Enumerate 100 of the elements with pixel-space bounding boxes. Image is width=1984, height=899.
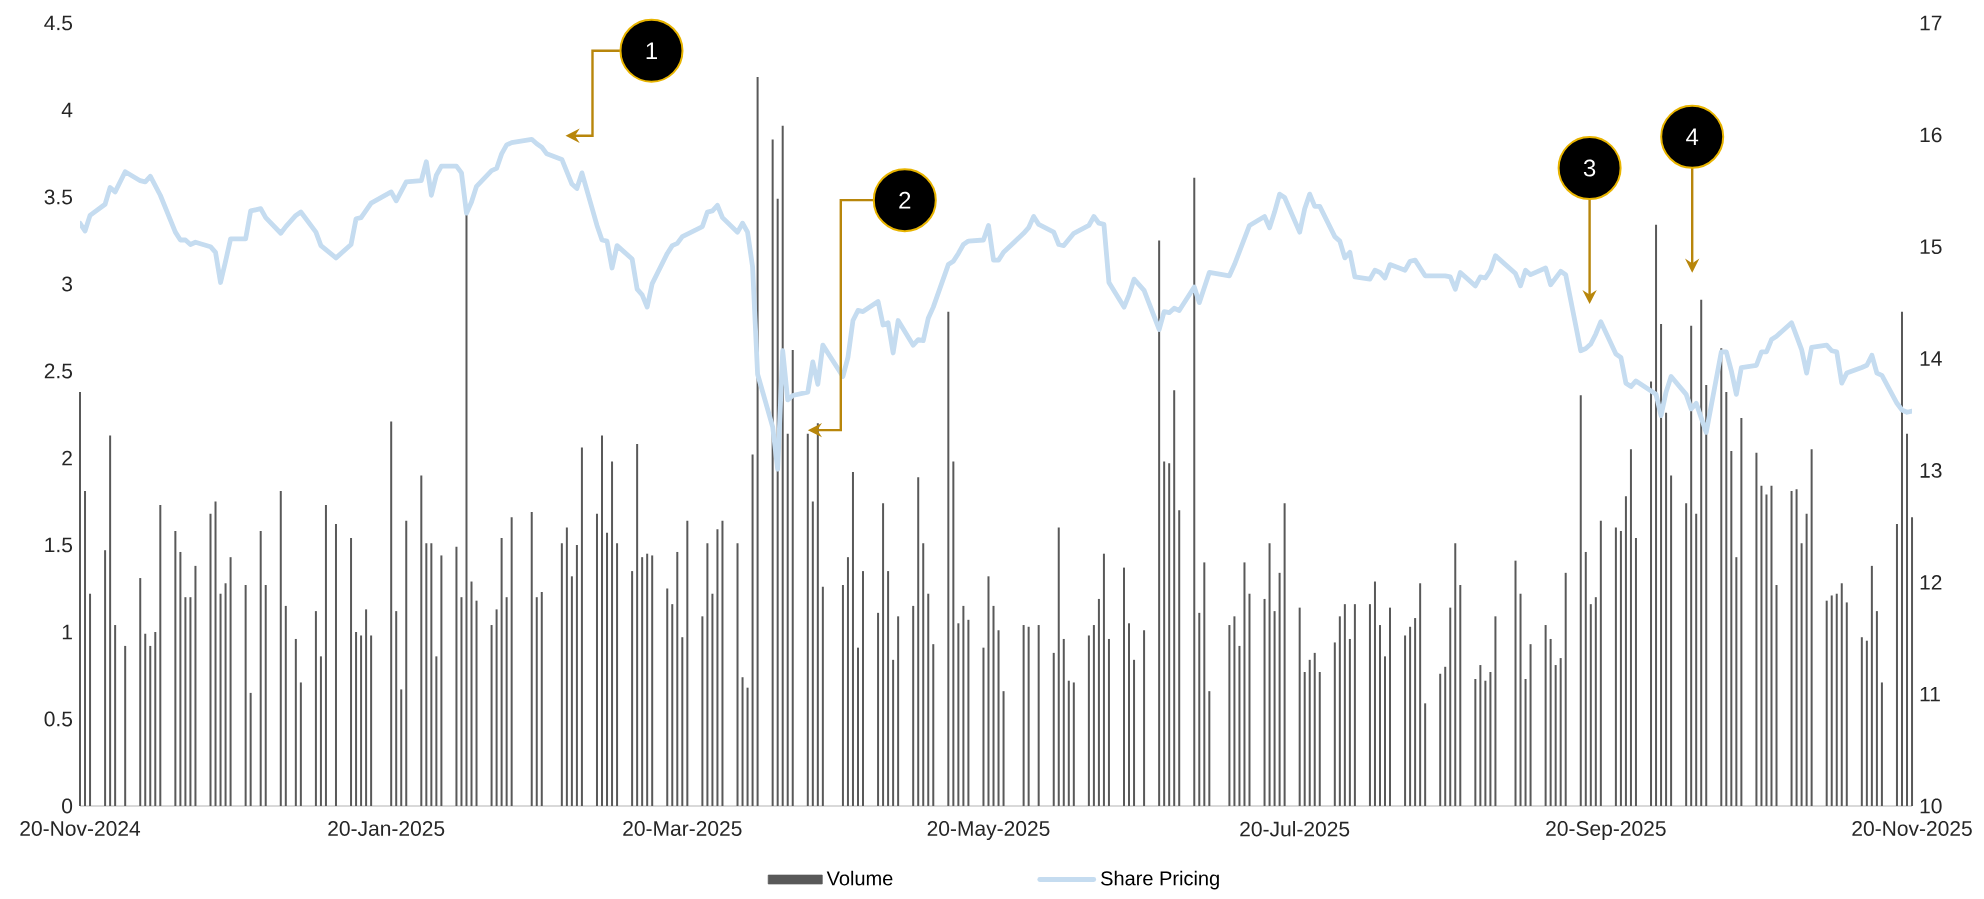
bar bbox=[475, 600, 478, 806]
y2-tick-label: 11 bbox=[1920, 686, 1940, 702]
bar bbox=[314, 611, 317, 806]
bar bbox=[84, 491, 87, 806]
bar bbox=[495, 609, 498, 806]
bar bbox=[1384, 656, 1386, 806]
bar bbox=[701, 616, 704, 806]
bar bbox=[1198, 612, 1201, 806]
legend-label: Share Pricing bbox=[1101, 870, 1219, 890]
y2-tick-label: 17 bbox=[1920, 15, 1942, 31]
bar bbox=[1404, 635, 1407, 806]
bar bbox=[1102, 553, 1105, 806]
bar bbox=[400, 689, 403, 806]
bar bbox=[1353, 604, 1356, 806]
bar bbox=[967, 619, 970, 806]
bar bbox=[846, 557, 849, 806]
bar bbox=[781, 125, 784, 806]
bar bbox=[1830, 595, 1833, 806]
bar bbox=[1865, 640, 1868, 806]
x-tick-label: 20-Nov-2025 bbox=[1852, 821, 1972, 836]
bar bbox=[460, 597, 463, 806]
bar bbox=[1409, 626, 1412, 806]
y-tick-label: 1.5 bbox=[45, 537, 73, 553]
bar bbox=[1634, 538, 1637, 806]
bar bbox=[706, 543, 709, 806]
bar bbox=[962, 605, 965, 806]
bar bbox=[1057, 527, 1060, 806]
bar bbox=[1479, 665, 1482, 806]
bar bbox=[917, 477, 920, 806]
bar bbox=[214, 501, 217, 806]
bar bbox=[1233, 616, 1236, 806]
bar bbox=[982, 647, 985, 806]
bar bbox=[334, 524, 337, 806]
bar bbox=[791, 350, 794, 806]
bar bbox=[1760, 485, 1763, 806]
bar bbox=[159, 504, 162, 806]
bar bbox=[671, 604, 674, 806]
bar bbox=[1840, 583, 1843, 806]
bar bbox=[611, 461, 614, 806]
bar bbox=[1805, 513, 1808, 806]
bar bbox=[1368, 604, 1371, 806]
bar bbox=[681, 637, 684, 806]
bar bbox=[997, 630, 1000, 806]
bar bbox=[631, 571, 634, 806]
bar bbox=[1650, 381, 1653, 806]
bar bbox=[1775, 585, 1778, 806]
bar bbox=[1559, 658, 1562, 806]
bar bbox=[505, 597, 508, 806]
bar bbox=[1298, 607, 1301, 806]
bar bbox=[109, 435, 112, 806]
bar bbox=[601, 435, 604, 806]
bar bbox=[1333, 642, 1336, 806]
bar bbox=[575, 545, 578, 806]
bar bbox=[1594, 597, 1597, 806]
bar bbox=[455, 546, 458, 806]
bar bbox=[892, 659, 895, 806]
bar bbox=[1895, 524, 1898, 806]
y2-tick-label: 16 bbox=[1920, 127, 1942, 143]
bar bbox=[440, 555, 443, 806]
bar bbox=[370, 635, 373, 806]
bar bbox=[1835, 593, 1838, 806]
bar bbox=[89, 593, 92, 806]
annotation: 4 bbox=[1686, 128, 1699, 146]
x-tick-label: 20-Nov-2024 bbox=[20, 821, 141, 836]
bar bbox=[932, 644, 935, 806]
bar bbox=[816, 423, 819, 806]
bar bbox=[1875, 611, 1878, 806]
bar bbox=[851, 471, 854, 806]
bar bbox=[1725, 391, 1728, 806]
bar bbox=[641, 557, 644, 806]
bar bbox=[992, 605, 995, 806]
y-tick-label: 2.5 bbox=[44, 363, 73, 379]
bar bbox=[756, 76, 759, 806]
y-tick-label: 3.5 bbox=[44, 189, 73, 205]
bar bbox=[1670, 475, 1673, 806]
bar bbox=[1067, 680, 1070, 806]
bar bbox=[470, 581, 473, 806]
bar bbox=[856, 647, 859, 806]
bar bbox=[224, 583, 227, 806]
bar bbox=[1439, 673, 1442, 806]
bar bbox=[229, 557, 232, 806]
bar bbox=[1514, 560, 1517, 806]
bar bbox=[1062, 638, 1065, 806]
bar bbox=[154, 631, 157, 806]
bar bbox=[821, 586, 824, 806]
bar bbox=[1283, 503, 1286, 806]
bar bbox=[1087, 635, 1090, 806]
bar bbox=[184, 597, 187, 806]
bar bbox=[1519, 593, 1522, 806]
bar bbox=[530, 511, 533, 806]
bar bbox=[209, 513, 212, 806]
y-tick-label: 4 bbox=[61, 102, 73, 118]
bar bbox=[194, 565, 197, 806]
bar bbox=[565, 527, 568, 806]
bar bbox=[1238, 645, 1241, 806]
bar bbox=[1494, 616, 1497, 806]
bar bbox=[1454, 543, 1457, 806]
bar bbox=[1880, 682, 1883, 806]
bar bbox=[259, 531, 262, 806]
bar bbox=[952, 461, 955, 806]
